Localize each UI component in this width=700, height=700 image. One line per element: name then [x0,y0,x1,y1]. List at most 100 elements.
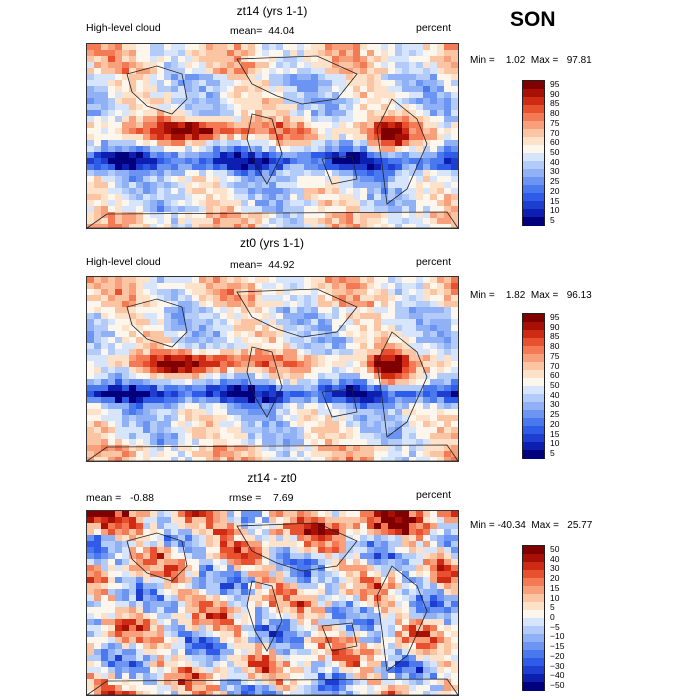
colorbar-swatch [523,418,544,427]
colorbar-swatch [523,209,544,218]
colorbar-swatch [523,121,544,130]
colorbar-swatch [523,161,544,170]
colorbar-tick-label: 95 [550,79,560,89]
colorbar-tick-label: 40 [550,156,560,167]
colorbar-tick-label: 5 [550,448,555,458]
colorbar-tick-label: −15 [550,641,565,652]
colorbar-swatch [523,682,544,691]
colorbar-swatch [523,201,544,210]
colorbar-swatch [523,610,544,619]
colorbar-tick-label: 75 [550,350,560,361]
colorbar-swatch [523,562,544,571]
colorbar-tick-label: −10 [550,631,565,642]
colorbar-tick-label: 20 [550,418,560,429]
colorbar-swatch [523,634,544,643]
colorbar-swatch [523,354,544,363]
colorbar-tick-label: −50 [550,680,565,690]
panel2-colorbar-ticks: 95 90 85 80 75 70 60 50 40 30 25 20 15 10 5 [550,312,590,458]
colorbar-swatch [523,217,544,226]
colorbar-tick-label: −5 [550,621,560,632]
colorbar-swatch [523,546,544,555]
colorbar-tick-label: 10 [550,438,560,449]
colorbar-tick-label: 20 [550,185,560,196]
colorbar-swatch [523,169,544,178]
colorbar-tick-label: 70 [550,127,560,138]
colorbar-tick-label: 15 [550,428,560,439]
colorbar-tick-label: 95 [550,312,560,322]
colorbar-swatch [523,650,544,659]
colorbar-tick-label: 5 [550,215,555,225]
colorbar-tick-label: 10 [550,592,560,603]
panel3-rmse-label: rmse = 7.69 [229,492,294,504]
colorbar-tick-label: 40 [550,553,560,564]
colorbar-swatch [523,177,544,186]
colorbar-swatch [523,129,544,138]
colorbar-swatch [523,426,544,435]
colorbar-swatch [523,434,544,443]
colorbar-tick-label: 85 [550,331,560,342]
colorbar-swatch [523,137,544,146]
colorbar-tick-label: 90 [550,321,560,332]
colorbar-swatch [523,153,544,162]
colorbar-swatch [523,81,544,90]
colorbar-tick-label: 25 [550,409,560,420]
colorbar-swatch [523,145,544,154]
colorbar-swatch [523,586,544,595]
colorbar-tick-label: 30 [550,563,560,574]
panel1-colorbar [522,80,545,226]
colorbar-swatch [523,394,544,403]
colorbar-swatch [523,450,544,459]
panel2-left-label: High-level cloud [86,256,161,268]
colorbar-tick-label: 20 [550,573,560,584]
panel2-units-label: percent [416,256,452,268]
colorbar-tick-label: 15 [550,195,560,206]
colorbar-tick-label: 60 [550,137,560,148]
panel1-mean-label: mean= 44.04 [230,25,295,37]
colorbar-swatch [523,554,544,563]
colorbar-tick-label: 50 [550,544,560,554]
colorbar-swatch [523,570,544,579]
panel2-map [86,276,459,462]
panel3-map-field [87,511,458,695]
colorbar-swatch [523,322,544,331]
colorbar-swatch [523,370,544,379]
panel3-colorbar [522,545,545,691]
colorbar-tick-label: 75 [550,117,560,128]
colorbar-tick-label: 85 [550,98,560,109]
panel3-min-max: Min = -40.34 Max = 25.77 [470,520,593,531]
colorbar-swatch [523,89,544,98]
panel2-min-max: Min = 1.82 Max = 96.13 [470,290,592,301]
panel2-map-field [87,277,458,461]
colorbar-swatch [523,626,544,635]
colorbar-swatch [523,97,544,106]
panel1-title: zt14 (yrs 1-1) [236,4,308,18]
panel1-map [86,43,459,229]
colorbar-swatch [523,578,544,587]
colorbar-tick-label: 50 [550,380,560,390]
colorbar-swatch [523,362,544,371]
colorbar-swatch [523,594,544,603]
colorbar-swatch [523,402,544,411]
colorbar-tick-label: −20 [550,650,565,661]
colorbar-swatch [523,442,544,451]
colorbar-swatch [523,378,544,387]
colorbar-tick-label: 80 [550,341,560,352]
panel3-map [86,510,459,696]
colorbar-tick-label: −40 [550,670,565,681]
colorbar-swatch [523,666,544,675]
colorbar-swatch [523,105,544,114]
panel1-left-label: High-level cloud [86,22,161,34]
colorbar-tick-label: 25 [550,176,560,187]
colorbar-swatch [523,386,544,395]
colorbar-tick-label: 40 [550,389,560,400]
colorbar-tick-label: 10 [550,205,560,216]
colorbar-swatch [523,338,544,347]
panel2-colorbar [522,313,545,459]
panel3-colorbar-ticks: 50 40 30 20 15 10 5 0 −5 −10 −15 −20 −30 −40 −50 [550,544,590,690]
colorbar-tick-label: 30 [550,166,560,177]
colorbar-swatch [523,674,544,683]
panel3-mean-label: mean = -0.88 [86,492,154,504]
panel1-colorbar-ticks: 95 90 85 80 75 70 60 50 40 30 25 20 15 10 5 [550,79,590,225]
colorbar-tick-label: 90 [550,88,560,99]
panel1-map-field [87,44,458,228]
